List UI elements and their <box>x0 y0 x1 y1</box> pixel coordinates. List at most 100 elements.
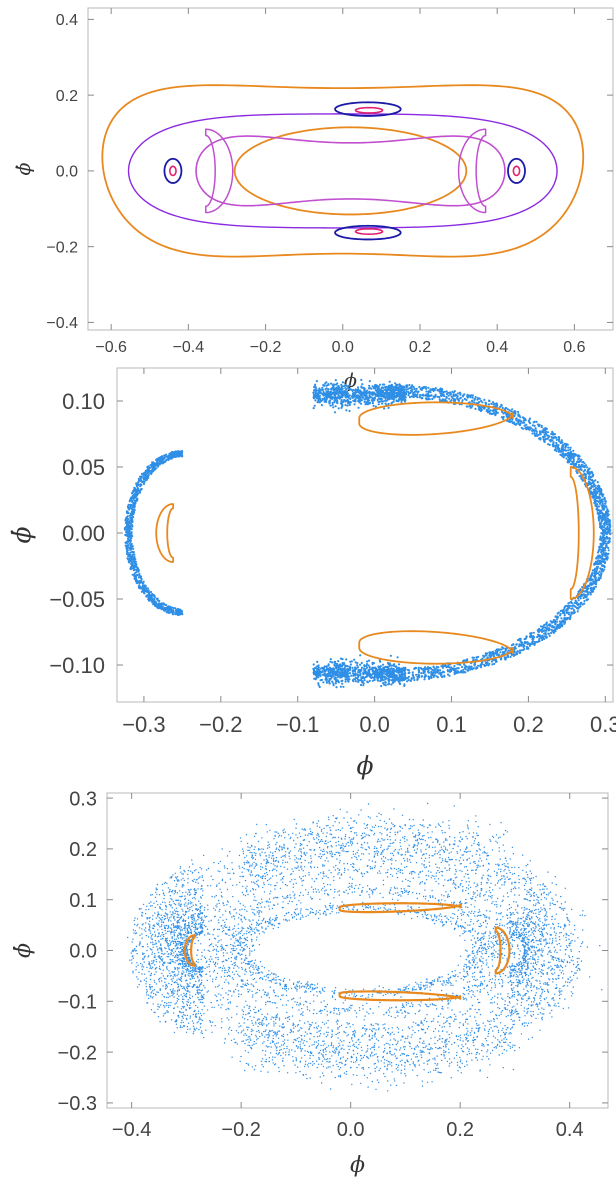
point <box>337 407 340 410</box>
point <box>590 471 593 474</box>
point <box>338 390 341 393</box>
point <box>374 669 377 673</box>
point <box>501 416 504 419</box>
point <box>406 680 409 683</box>
point <box>342 663 345 666</box>
point <box>608 537 611 540</box>
y-tick-label: 0.00 <box>62 521 105 546</box>
point <box>232 936 234 939</box>
point <box>466 669 469 672</box>
point <box>497 653 500 656</box>
point <box>331 396 334 399</box>
point <box>455 974 457 976</box>
point <box>603 515 607 518</box>
point <box>365 390 368 393</box>
point <box>378 670 381 673</box>
point <box>371 385 374 388</box>
point <box>344 995 346 997</box>
point <box>440 389 443 392</box>
point <box>525 423 528 426</box>
point <box>546 437 549 440</box>
point <box>389 654 392 657</box>
point <box>408 396 412 399</box>
point <box>362 676 365 679</box>
point <box>395 389 398 392</box>
x-tick-label: 0.2 <box>446 1119 474 1141</box>
point <box>379 660 382 663</box>
point <box>401 397 404 401</box>
point <box>481 961 484 963</box>
point <box>569 614 572 617</box>
point <box>329 660 332 663</box>
point <box>521 416 525 419</box>
point <box>452 398 456 401</box>
point <box>332 682 335 685</box>
point <box>138 584 141 587</box>
point <box>342 400 345 403</box>
point <box>309 984 312 986</box>
point <box>387 402 390 405</box>
point <box>378 388 381 391</box>
point <box>569 446 572 449</box>
point <box>604 512 607 515</box>
point <box>325 681 328 684</box>
point <box>606 556 609 559</box>
island-violet-left <box>204 128 234 214</box>
point <box>146 587 149 590</box>
point <box>582 596 585 600</box>
point <box>331 403 334 406</box>
point <box>251 964 253 966</box>
point <box>252 972 254 974</box>
point <box>338 397 341 400</box>
point <box>126 537 130 540</box>
point <box>566 443 569 446</box>
point <box>397 400 400 403</box>
point <box>159 461 162 464</box>
point <box>592 495 595 498</box>
point <box>399 394 403 397</box>
point <box>577 454 580 457</box>
point <box>439 669 442 672</box>
point <box>383 388 387 391</box>
point <box>528 428 531 431</box>
point <box>357 676 360 679</box>
point <box>592 587 595 590</box>
point <box>488 955 490 958</box>
point <box>373 908 375 910</box>
point <box>339 685 342 688</box>
point <box>368 384 371 387</box>
point <box>559 609 562 613</box>
point <box>499 648 502 651</box>
point <box>590 479 593 482</box>
point <box>131 520 134 524</box>
point <box>135 494 138 497</box>
point <box>380 398 383 401</box>
point <box>140 579 143 583</box>
point <box>390 683 393 686</box>
point <box>525 645 529 649</box>
point <box>533 424 536 427</box>
point <box>600 532 603 535</box>
point <box>466 971 468 973</box>
point <box>429 388 432 391</box>
point <box>442 394 446 398</box>
point <box>338 674 341 677</box>
point <box>491 401 495 404</box>
point <box>133 505 136 508</box>
point <box>340 671 343 674</box>
point <box>549 620 552 623</box>
point <box>257 972 259 974</box>
point <box>366 403 370 406</box>
point <box>432 389 435 392</box>
point <box>383 683 386 686</box>
point <box>492 403 495 406</box>
point <box>137 481 140 484</box>
point <box>560 617 563 620</box>
point <box>593 562 596 565</box>
point <box>429 667 433 670</box>
point <box>244 968 247 970</box>
point <box>299 912 302 914</box>
point <box>130 531 133 534</box>
point <box>480 944 483 946</box>
point <box>334 676 337 679</box>
